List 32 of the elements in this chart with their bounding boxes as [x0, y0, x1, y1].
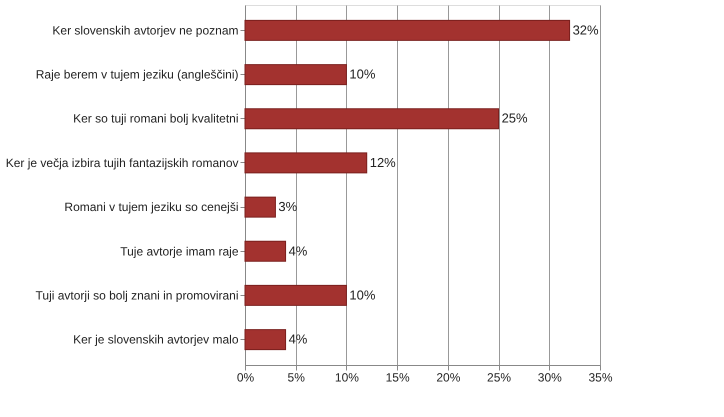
y-tick-label: Ker je slovenskih avtorjev malo [73, 332, 239, 347]
y-tick-label: Tuje avtorje imam raje [120, 244, 239, 258]
x-tick-label: 35% [588, 370, 613, 384]
bar [244, 108, 500, 130]
data-label: 25% [502, 110, 528, 126]
y-tick-label: Ker je večja izbira tujih fantazijskih romanov [6, 156, 238, 170]
bar [244, 329, 286, 350]
x-tick-label: 20% [436, 370, 461, 384]
x-tick-label: 15% [386, 370, 410, 384]
bar [244, 240, 286, 262]
data-label: 3% [278, 199, 298, 214]
x-tick-label: 10% [334, 370, 360, 384]
x-tick-label: 30% [538, 370, 562, 384]
y-tick-label: Ker so tuji romani bolj kvalitetni [73, 112, 238, 126]
bar [244, 20, 570, 41]
y-tick-label: Ker slovenskih avtorjev ne poznam [52, 23, 239, 38]
y-tick-label: Tuji avtorji so bolj znani in promovirani [36, 288, 238, 302]
data-label: 4% [288, 332, 308, 347]
bar [244, 196, 276, 218]
y-tick-label: Romani v tujem jeziku so cenejši [64, 200, 238, 214]
x-tick-label: 25% [487, 370, 512, 384]
data-label: 12% [370, 154, 396, 170]
data-label: 10% [349, 66, 376, 82]
y-tick-label: Raje berem v tujem jeziku (angleščini) [36, 68, 238, 82]
bar [244, 284, 347, 306]
x-tick-label: 0% [236, 370, 254, 384]
bar [244, 64, 347, 86]
data-label: 32% [572, 22, 600, 38]
x-tick-label: 5% [288, 370, 306, 384]
data-label: 10% [349, 287, 376, 302]
data-label: 4% [288, 243, 308, 258]
bar [244, 152, 368, 174]
